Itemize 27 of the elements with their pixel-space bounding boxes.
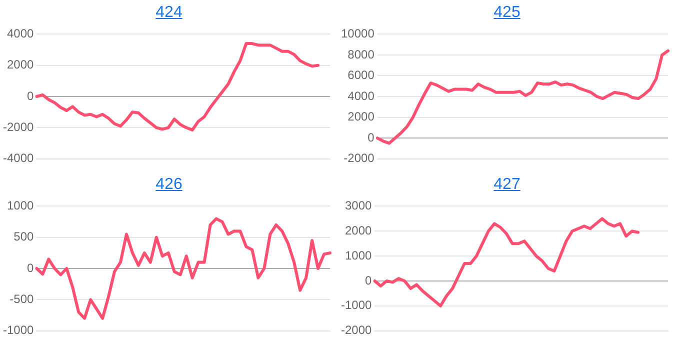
y-tick-label: 1000 [6,198,34,212]
y-tick-label: 500 [14,229,34,244]
y-tick-label: -1000 [2,322,34,337]
chart-title: 424 [154,3,184,23]
chart-title: 425 [492,3,522,23]
y-tick-label: 6000 [348,68,375,82]
y-tick-label: -2000 [2,120,34,134]
y-tick-label: 4000 [348,88,375,103]
y-tick-label: -2000 [344,151,375,166]
y-tick-label: 0 [368,130,375,144]
y-tick-label: 2000 [348,110,375,124]
y-tick-label: 2000 [6,58,34,72]
chart-title: 427 [492,174,522,194]
y-tick-label: 3000 [344,198,372,212]
y-tick-label: 1000 [344,248,372,262]
y-tick-label: 0 [27,88,34,103]
y-tick-label: 10000 [340,26,375,41]
y-tick-label: 0 [27,260,34,274]
y-tick-label: -2000 [340,322,372,337]
y-tick-label: -1000 [340,298,372,312]
y-tick-label: -4000 [2,151,34,166]
y-tick-label: 4000 [6,26,34,41]
y-tick-label: 0 [365,272,372,287]
y-tick-label: 2000 [344,222,372,237]
y-tick-label: 8000 [348,47,375,62]
chart-title: 426 [154,174,184,194]
y-tick-label: -500 [10,291,34,306]
